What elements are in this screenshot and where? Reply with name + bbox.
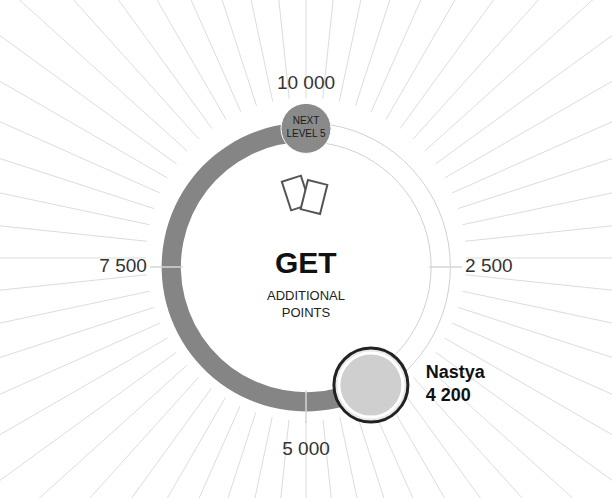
svg-text:2 500: 2 500 [465, 255, 513, 276]
svg-text:ADDITIONALPOINTS: ADDITIONALPOINTS [267, 288, 345, 320]
svg-text:5 000: 5 000 [282, 438, 330, 459]
svg-text:Nastya4 200: Nastya4 200 [426, 362, 486, 405]
svg-text:7 500: 7 500 [99, 255, 147, 276]
svg-text:GET: GET [275, 246, 337, 279]
svg-text:NEXTLEVEL 5: NEXTLEVEL 5 [286, 115, 326, 139]
svg-text:10 000: 10 000 [277, 72, 335, 93]
